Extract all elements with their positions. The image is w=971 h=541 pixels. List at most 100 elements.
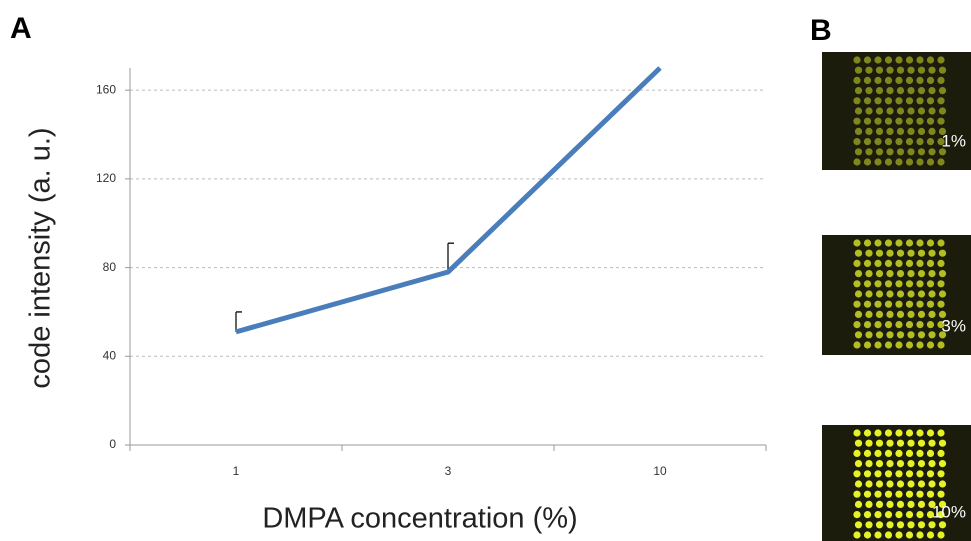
spot [886, 250, 893, 257]
spot [864, 56, 871, 63]
spot [853, 97, 860, 104]
spot [937, 77, 944, 84]
spot [853, 260, 860, 267]
spot [855, 311, 862, 318]
spot [885, 301, 892, 308]
spot [855, 148, 862, 155]
spot [918, 270, 925, 277]
spot [897, 501, 904, 508]
spot [874, 239, 881, 246]
spot [895, 239, 902, 246]
spot [906, 56, 913, 63]
spot [895, 77, 902, 84]
spot [928, 331, 935, 338]
spot [853, 56, 860, 63]
spot [918, 331, 925, 338]
image-label: 10% [932, 502, 966, 521]
spot [895, 491, 902, 498]
spot [865, 460, 872, 467]
spot [885, 531, 892, 538]
spot [906, 321, 913, 328]
spot [874, 301, 881, 308]
spot [939, 480, 946, 487]
spot [885, 280, 892, 287]
spot [874, 470, 881, 477]
spot [886, 87, 893, 94]
spot [855, 250, 862, 257]
spot [918, 501, 925, 508]
spot [855, 331, 862, 338]
spot [853, 118, 860, 125]
spot [886, 67, 893, 74]
spot [864, 260, 871, 267]
spot [916, 138, 923, 145]
spot [927, 491, 934, 498]
spot [885, 450, 892, 457]
figure: A B DMPA concentration (%) code intensit… [0, 0, 971, 541]
spot [918, 250, 925, 257]
spot [937, 491, 944, 498]
x-tick-label: 10 [653, 464, 667, 478]
spot [874, 260, 881, 267]
spot [928, 148, 935, 155]
spot [927, 429, 934, 436]
spot [876, 480, 883, 487]
spot [853, 321, 860, 328]
spot [918, 311, 925, 318]
spot [865, 501, 872, 508]
spot [874, 138, 881, 145]
spot [916, 97, 923, 104]
spot [928, 480, 935, 487]
spot [939, 460, 946, 467]
spot [897, 311, 904, 318]
spot [864, 118, 871, 125]
spot [907, 250, 914, 257]
spot [855, 460, 862, 467]
spot [939, 270, 946, 277]
y-tick-label: 0 [109, 437, 116, 451]
spot [918, 87, 925, 94]
spot [855, 87, 862, 94]
spot [916, 239, 923, 246]
data-line [236, 68, 660, 332]
spot [885, 470, 892, 477]
spot [906, 280, 913, 287]
spot [876, 107, 883, 114]
x-axis-title: DMPA concentration (%) [262, 503, 577, 535]
spot [895, 301, 902, 308]
spot [895, 280, 902, 287]
image-panel [822, 235, 971, 355]
spot [885, 511, 892, 518]
panel-label: B [810, 14, 832, 47]
spot [865, 290, 872, 297]
spot [853, 280, 860, 287]
spot [918, 440, 925, 447]
spot [928, 521, 935, 528]
spot [876, 67, 883, 74]
spot [906, 118, 913, 125]
spot [864, 301, 871, 308]
spot [853, 138, 860, 145]
spot [927, 301, 934, 308]
spot [927, 450, 934, 457]
spot [886, 128, 893, 135]
spot [906, 239, 913, 246]
spot [865, 311, 872, 318]
spot [874, 321, 881, 328]
spot [855, 128, 862, 135]
spot [895, 429, 902, 436]
spot [885, 491, 892, 498]
spot [897, 250, 904, 257]
spot [865, 87, 872, 94]
x-tick-label: 3 [445, 464, 452, 478]
spot [918, 148, 925, 155]
spot [928, 87, 935, 94]
spot [864, 450, 871, 457]
spot [907, 440, 914, 447]
spot [853, 158, 860, 165]
spot [886, 148, 893, 155]
spot [864, 491, 871, 498]
spot [874, 511, 881, 518]
spot [906, 158, 913, 165]
spot [885, 158, 892, 165]
